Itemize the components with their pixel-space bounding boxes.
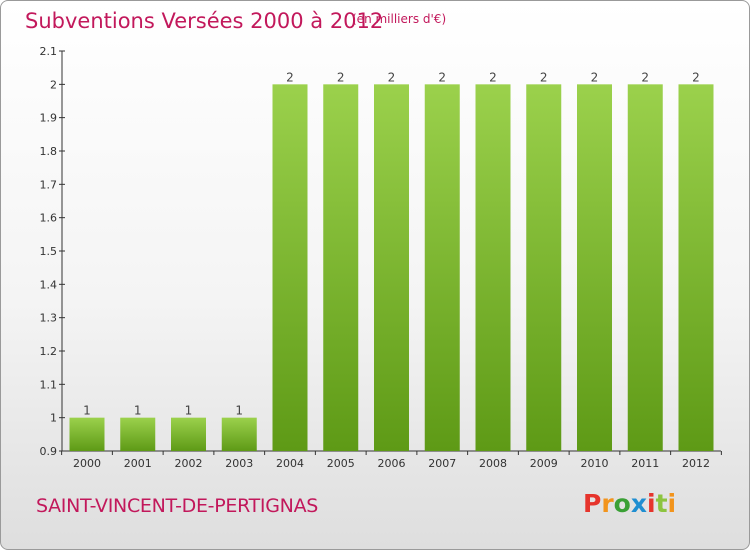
x-tick-label: 2010 xyxy=(581,457,609,470)
data-label: 2 xyxy=(388,70,396,84)
data-label: 2 xyxy=(286,70,294,84)
x-tick-label: 2003 xyxy=(225,457,253,470)
bar-2001 xyxy=(120,417,156,451)
logo-letter: P xyxy=(583,489,602,518)
bar-2010 xyxy=(577,84,612,451)
y-tick-label: 1.3 xyxy=(40,312,58,325)
x-tick-label: 2008 xyxy=(479,457,507,470)
bar-2003 xyxy=(221,417,257,451)
y-tick-label: 0.9 xyxy=(40,445,58,458)
logo-letter: i xyxy=(667,489,677,518)
y-tick-label: 2 xyxy=(50,78,57,91)
bar-2000 xyxy=(69,417,105,451)
bar-2004 xyxy=(272,84,308,451)
bar-2009 xyxy=(526,84,562,451)
data-label: 1 xyxy=(134,404,142,418)
y-tick-label: 1.9 xyxy=(40,112,58,125)
x-tick-label: 2006 xyxy=(378,457,406,470)
logo-letter: o xyxy=(613,489,631,518)
data-label: 2 xyxy=(489,70,497,84)
data-label: 2 xyxy=(438,70,446,84)
y-tick-label: 1.7 xyxy=(40,178,58,191)
bar-2012 xyxy=(678,84,714,451)
proxiti-logo: Proxiti xyxy=(583,489,676,518)
x-tick-label: 2004 xyxy=(276,457,304,470)
x-tick-label: 2007 xyxy=(428,457,456,470)
y-tick-label: 1.5 xyxy=(40,245,58,258)
logo-letter: i xyxy=(647,489,656,518)
y-tick-label: 1.6 xyxy=(40,212,58,225)
y-tick-label: 1 xyxy=(50,412,57,425)
data-label: 1 xyxy=(235,404,243,418)
y-tick-label: 1.8 xyxy=(40,145,58,158)
y-tick-label: 2.1 xyxy=(40,45,58,58)
data-label: 1 xyxy=(83,404,91,418)
data-label: 2 xyxy=(692,70,700,84)
bar-2006 xyxy=(374,84,409,451)
data-label: 2 xyxy=(540,70,548,84)
chart-title: Subventions Versées 2000 à 2012 xyxy=(25,9,384,33)
commune-name: SAINT-VINCENT-DE-PERTIGNAS xyxy=(36,495,319,517)
bar-2007 xyxy=(424,84,460,451)
data-label: 1 xyxy=(185,404,193,418)
bar-2008 xyxy=(475,84,511,451)
y-tick-label: 1.2 xyxy=(40,345,58,358)
logo-letter: r xyxy=(601,489,614,518)
x-tick-label: 2000 xyxy=(73,457,101,470)
logo-letter: x xyxy=(630,489,647,518)
x-tick-label: 2001 xyxy=(124,457,152,470)
x-tick-label: 2009 xyxy=(530,457,558,470)
data-label: 2 xyxy=(337,70,345,84)
data-label: 2 xyxy=(641,70,649,84)
x-tick-label: 2012 xyxy=(682,457,710,470)
x-tick-label: 2005 xyxy=(327,457,355,470)
x-tick-label: 2002 xyxy=(175,457,203,470)
x-tick-label: 2011 xyxy=(631,457,659,470)
bar-2011 xyxy=(627,84,663,451)
chart-unit: (en milliers d'€) xyxy=(352,12,447,26)
logo-letter: t xyxy=(655,489,668,518)
y-tick-label: 1.1 xyxy=(40,378,58,391)
bar-2002 xyxy=(171,417,206,451)
data-label: 2 xyxy=(591,70,599,84)
y-tick-label: 1.4 xyxy=(40,278,58,291)
bar-2005 xyxy=(323,84,359,451)
